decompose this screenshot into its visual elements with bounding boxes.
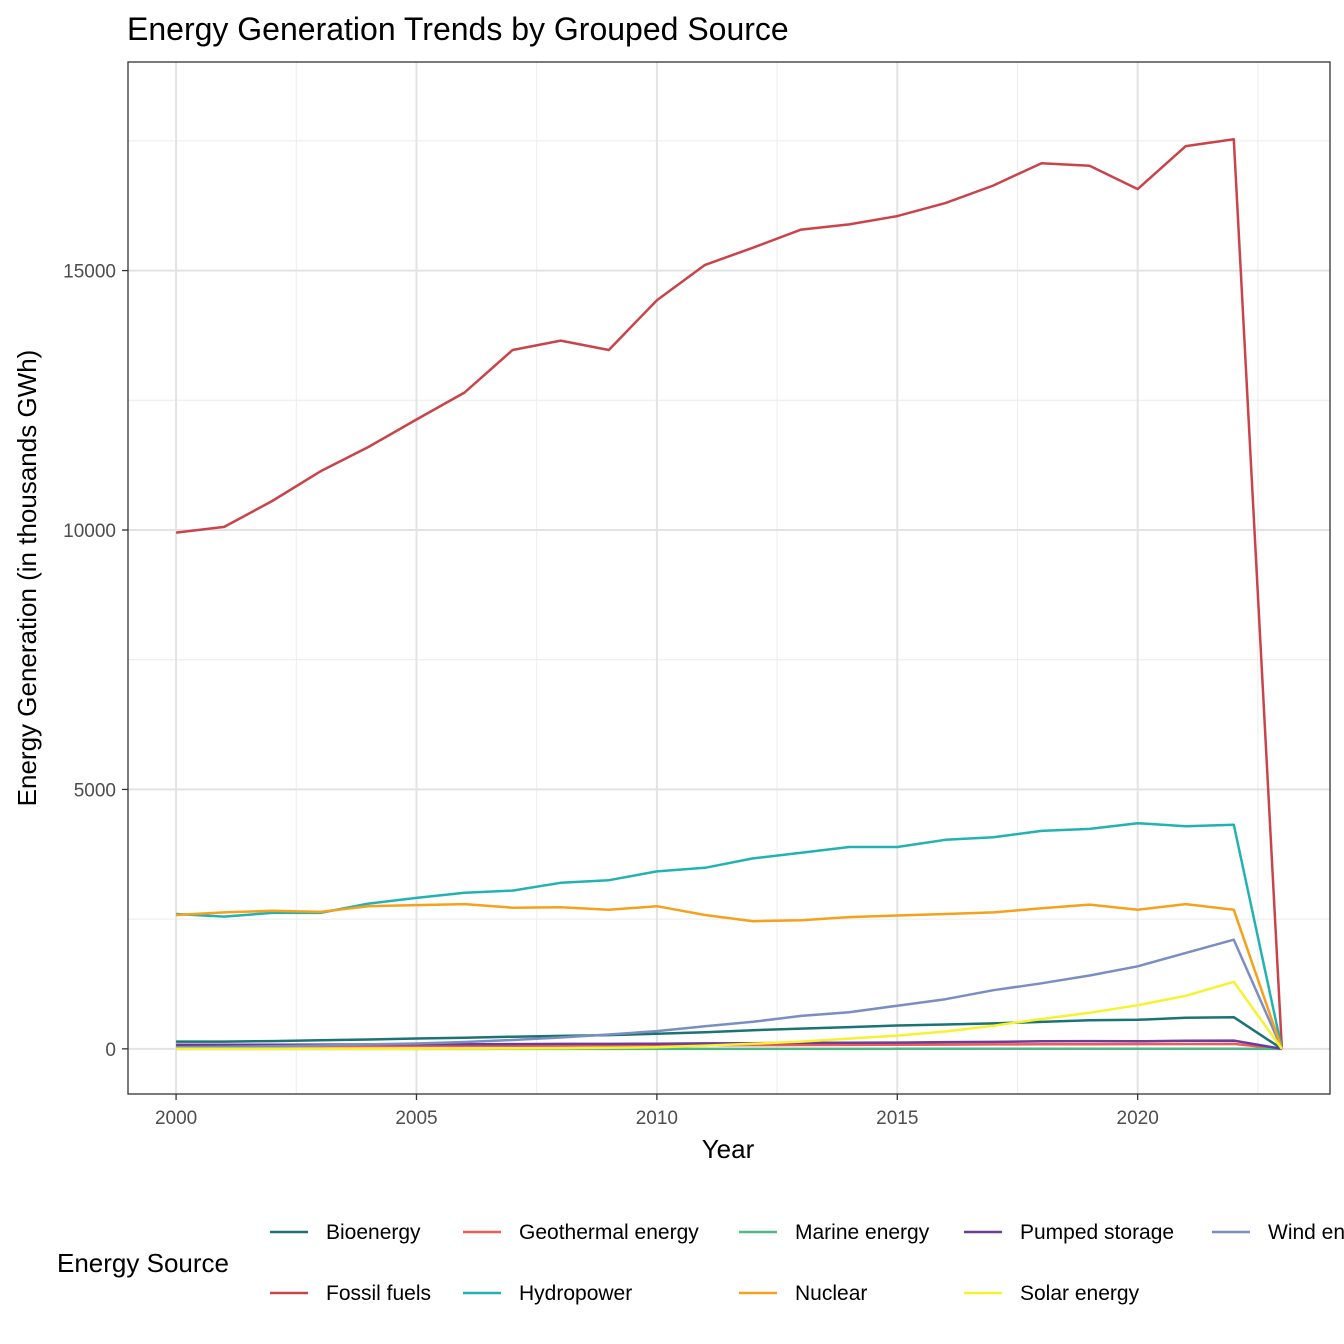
y-tick-label: 5000 xyxy=(74,780,116,801)
series-line-solar-energy xyxy=(176,980,1283,1051)
x-tick-label: 2010 xyxy=(636,1108,678,1129)
legend: Energy Source Bioenergy Geothermal energy… xyxy=(57,1221,1344,1305)
legend-label-hydropower: Hydropower xyxy=(519,1282,632,1305)
legend-label-marine-energy: Marine energy xyxy=(795,1221,930,1244)
x-axis: 2000 2005 2010 2015 2020 xyxy=(155,1094,1159,1129)
legend-title: Energy Source xyxy=(57,1248,229,1278)
legend-label-pumped-storage: Pumped storage xyxy=(1020,1221,1174,1244)
plot-panel xyxy=(127,61,1331,1095)
series-line-nuclear xyxy=(176,902,1284,1050)
y-tick-label: 15000 xyxy=(63,262,116,283)
y-tick-label: 10000 xyxy=(63,521,116,542)
plot-border xyxy=(127,61,1331,1095)
legend-label-geothermal-energy: Geothermal energy xyxy=(519,1221,699,1244)
legend-items: Bioenergy Geothermal energy Marine energy P… xyxy=(270,1221,1344,1305)
y-axis: 0 5000 10000 15000 xyxy=(63,262,128,1061)
legend-label-solar-energy: Solar energy xyxy=(1020,1282,1140,1305)
x-tick-label: 2000 xyxy=(155,1108,197,1129)
series-line-fossil-fuels xyxy=(175,138,1284,1049)
series-lines xyxy=(175,138,1284,1051)
series-line-wind-energy xyxy=(176,938,1284,1050)
y-axis-title: Energy Generation (in thousands GWh) xyxy=(12,350,42,807)
legend-label-wind-energy: Wind energy xyxy=(1268,1221,1344,1244)
legend-label-bioenergy: Bioenergy xyxy=(326,1221,421,1244)
x-tick-label: 2005 xyxy=(395,1108,437,1129)
x-tick-label: 2015 xyxy=(876,1108,918,1129)
y-tick-label: 0 xyxy=(105,1040,116,1061)
x-axis-title: Year xyxy=(702,1134,755,1164)
plot-background xyxy=(128,62,1330,1094)
legend-label-nuclear: Nuclear xyxy=(795,1282,867,1305)
series-line-bioenergy xyxy=(176,1015,1283,1050)
chart-title: Energy Generation Trends by Grouped Sour… xyxy=(127,11,789,47)
x-tick-label: 2020 xyxy=(1117,1108,1159,1129)
series-line-hydropower xyxy=(176,821,1284,1050)
legend-label-fossil-fuels: Fossil fuels xyxy=(326,1282,431,1305)
